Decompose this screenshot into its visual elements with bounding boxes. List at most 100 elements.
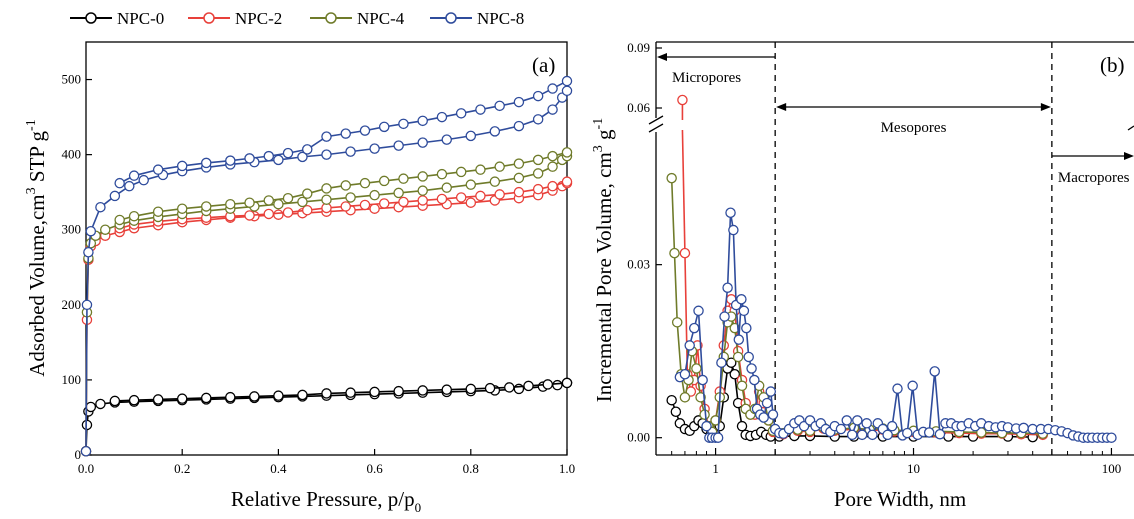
npc-8-psd-point [728, 224, 739, 236]
panel-b-y-axis-label-mid: g [592, 129, 616, 145]
npc-2-desorption-point [282, 207, 294, 218]
npc-4-desorption-point [378, 175, 390, 187]
npc-8-desorption-point [302, 144, 313, 155]
npc-8-psd-point [761, 397, 773, 409]
npc-8-adsorption-point [109, 190, 121, 202]
npc-2-psd-point [679, 247, 691, 259]
npc-8-adsorption-point [85, 225, 97, 237]
panel-b-frame [648, 41, 1134, 456]
panel-b-y-axis-label-main: Incremental Pore Volume, cm [592, 152, 616, 402]
npc-8-psd-point [767, 409, 779, 420]
series-npc-0 [80, 377, 573, 457]
panel-a-y-axis-label-mid: STP g [25, 130, 49, 187]
panel-b-ticks: 1 10 100 0.00 0.03 0.06 0.09 [627, 40, 1121, 476]
panel-b-x-tick-label: 100 [1102, 461, 1122, 476]
panel-a-tag: (a) [532, 53, 555, 77]
npc-4-desorption-point [398, 173, 409, 184]
panel-a-y-axis-label-main: Adsorbed Volume,cm [25, 194, 49, 376]
npc-8-adsorption-point [83, 247, 94, 258]
npc-8-desorption-point [532, 90, 544, 102]
npc-8-adsorption-point [273, 154, 284, 166]
panel-b-y-axis-label-sup1: 3 [591, 145, 606, 152]
npc-2-desorption-point [302, 204, 313, 216]
npc-0-desorption-point [249, 391, 260, 402]
npc-8-psd-point [886, 420, 898, 432]
npc-4-adsorption-point [441, 182, 452, 193]
npc-8-desorption-point [225, 155, 236, 166]
npc-0-desorption-point [504, 382, 515, 393]
npc-2-desorption-point [513, 186, 525, 198]
npc-8-psd-point [749, 374, 760, 386]
npc-8-adsorption-point [80, 445, 92, 457]
npc-0-desorption-point [273, 390, 284, 401]
npc-0-desorption-point [417, 385, 428, 396]
legend-marker-npc-8 [445, 12, 457, 24]
npc-4-psd-point [671, 317, 683, 328]
npc-0-desorption-point [369, 386, 380, 398]
npc-4-desorption-point [263, 195, 275, 206]
npc-4-desorption-point [200, 201, 212, 212]
panel-a-x-tick-label: 1.0 [559, 461, 575, 476]
npc-4-desorption-point [340, 180, 351, 191]
npc-4-adsorption-point [345, 192, 356, 203]
npc-8-desorption-point [176, 160, 188, 172]
npc-8-psd-point [846, 429, 858, 441]
npc-8-desorption-point [398, 118, 409, 130]
panel-b-y-axis-label: Incremental Pore Volume, cm3 g-1 [591, 118, 616, 402]
npc-4-adsorption-point [393, 187, 404, 199]
npc-8-psd-point [882, 429, 893, 441]
mesopores-label: Mesopores [881, 120, 947, 136]
npc-4-desorption-point [532, 154, 544, 166]
npc-4-desorption-point [494, 161, 505, 172]
npc-4-desorption-point [359, 177, 371, 189]
npc-8-desorption-point [114, 177, 125, 189]
npc-2-adsorption-point [273, 209, 284, 220]
npc-8-desorption-point [244, 153, 255, 164]
npc-8-adsorption-point [81, 299, 93, 311]
npc-4-psd-point [695, 392, 706, 403]
legend-item-npc-8: NPC-8 [430, 9, 524, 28]
npc-8-psd-point [861, 418, 872, 429]
panel-a-x-axis-label: Relative Pressure, p/p0 [231, 487, 421, 515]
npc-2-psd-break-line [681, 129, 686, 254]
npc-8-adsorption-point [532, 114, 544, 125]
npc-0-psd-point [736, 420, 748, 432]
panel-b-x-axis-label: Pore Width, nm [834, 487, 966, 511]
psd-series-npc-8 [674, 207, 1117, 443]
npc-8-psd-point [733, 334, 745, 345]
panel-b: 1 10 100 0.00 0.03 0.06 0.09 Micropores Mesopo… [591, 40, 1134, 511]
npc-8-psd-point [841, 415, 853, 426]
npc-0-desorption-point [109, 395, 121, 407]
npc-8-psd-point [1018, 422, 1029, 434]
npc-8-psd-point [892, 383, 903, 394]
npc-0-psd-point [666, 394, 677, 406]
npc-8-psd-point [758, 412, 769, 423]
npc-4-adsorption-point [99, 224, 111, 235]
npc-4-desorption-point [436, 168, 448, 180]
panel-b-y-tick-label: 0.06 [627, 100, 650, 115]
npc-8-psd-point [852, 415, 863, 426]
npc-4-adsorption-point [513, 172, 525, 184]
npc-0-desorption-point [542, 379, 554, 390]
panel-a-plot-area [80, 75, 573, 457]
npc-8-psd-point [867, 429, 878, 441]
npc-8-psd-point [835, 423, 847, 435]
panel-a-x-axis-label-main: Relative Pressure, p/p [231, 487, 415, 511]
npc-8-adsorption-point [465, 130, 477, 142]
npc-8-desorption-point [340, 128, 351, 139]
npc-8-psd-point [856, 429, 868, 441]
npc-0-desorption-point [200, 392, 212, 404]
npc-4-desorption-point [225, 198, 236, 210]
npc-4-desorption-point [176, 203, 188, 214]
npc-8-adsorption-point [489, 126, 501, 137]
npc-4-desorption-point [302, 188, 313, 199]
legend-label-npc-2: NPC-2 [235, 9, 282, 28]
npc-4-desorption-point [282, 192, 294, 204]
panel-a-y-tick-label: 500 [62, 72, 82, 87]
npc-8-psd-point [722, 282, 733, 293]
npc-8-psd-point [743, 351, 754, 363]
npc-8-adsorption-point [513, 120, 525, 132]
panel-a-y-tick-label: 200 [62, 297, 82, 312]
npc-8-psd-point [725, 207, 736, 218]
npc-0-desorption-point [523, 380, 534, 392]
